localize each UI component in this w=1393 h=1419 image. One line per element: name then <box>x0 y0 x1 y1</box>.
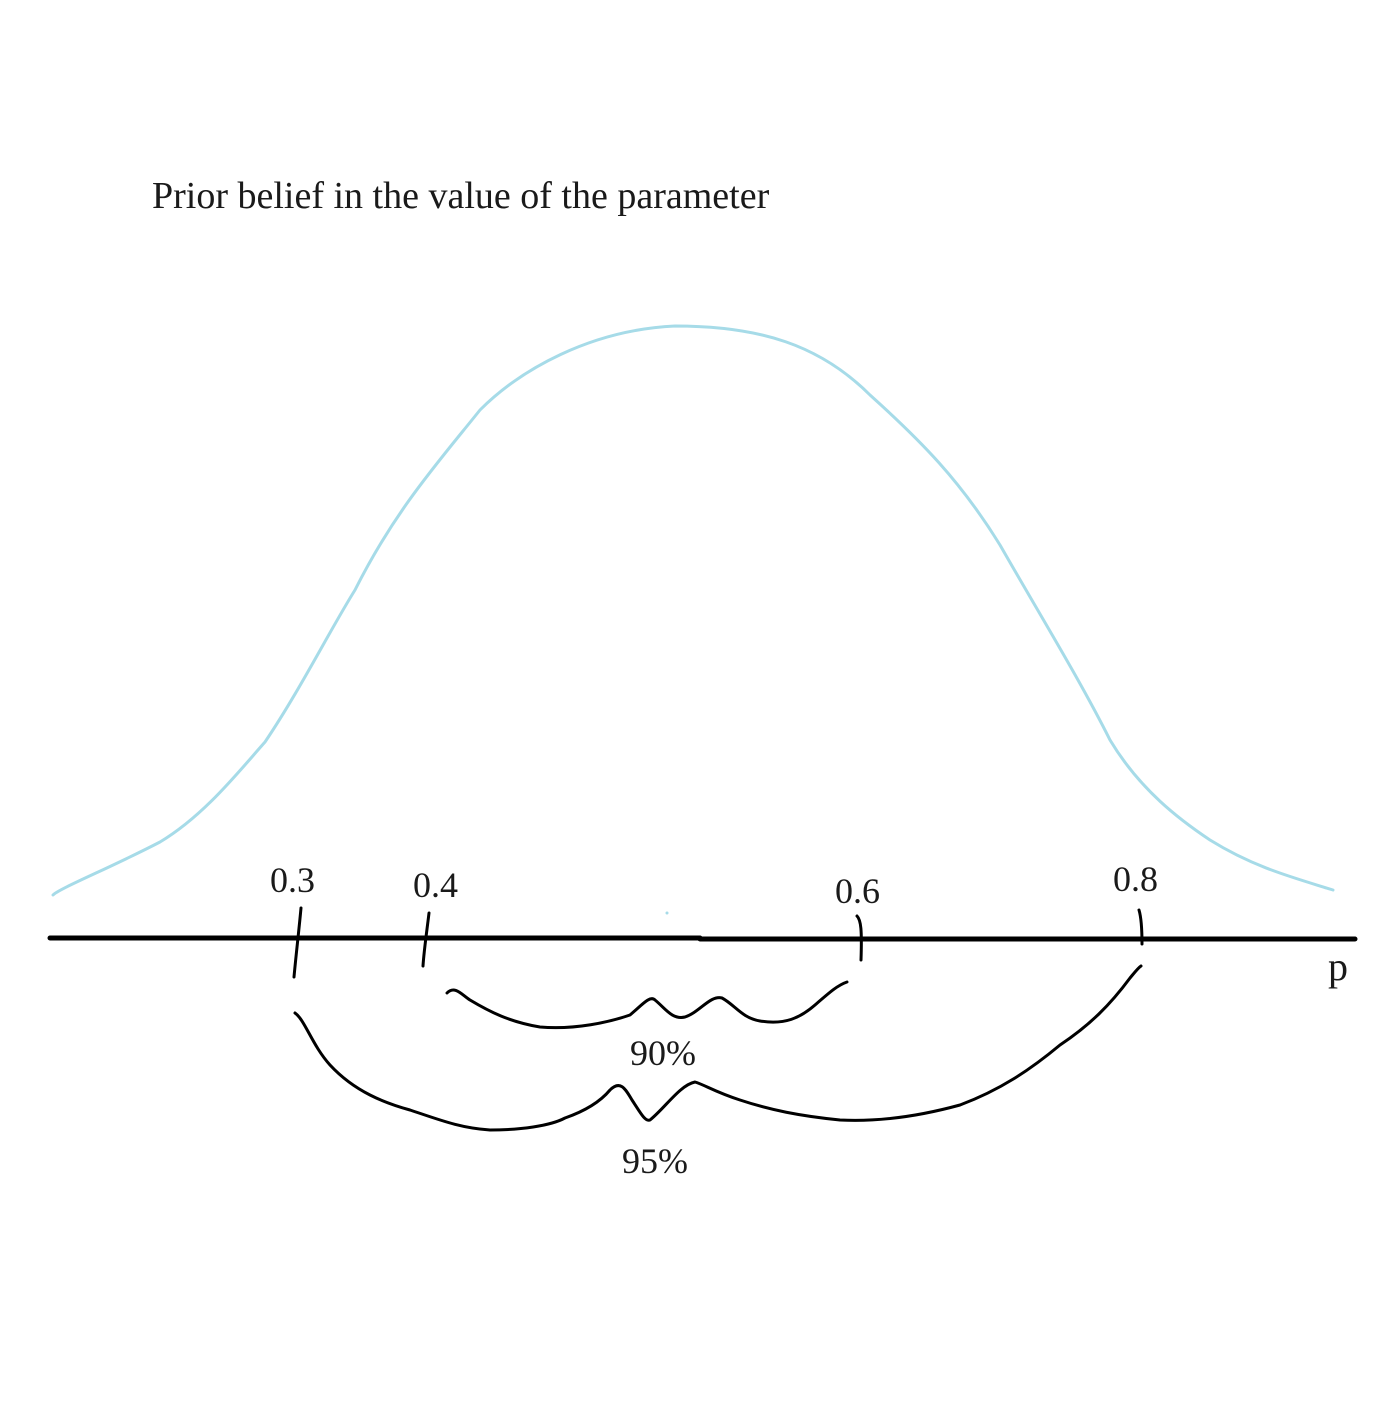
prior-density-curve <box>51 324 1335 897</box>
diagram-title: Prior belief in the value of the paramet… <box>152 175 770 217</box>
interval-brace-90 <box>445 980 849 1030</box>
tick-mark-0.3 <box>292 906 303 979</box>
stray-dot <box>665 911 669 915</box>
interval-label-90: 90% <box>630 1033 696 1073</box>
tick-label-0.4: 0.4 <box>413 865 458 905</box>
tick-mark-0.4 <box>421 911 431 968</box>
tick-mark-0.6 <box>855 914 863 962</box>
tick-label-0.8: 0.8 <box>1113 859 1158 899</box>
axis-variable-label: p <box>1328 944 1348 989</box>
tick-label-0.3: 0.3 <box>270 860 315 900</box>
interval-label-95: 95% <box>622 1141 688 1181</box>
tick-label-0.6: 0.6 <box>835 871 880 911</box>
interval-brace-95 <box>293 964 1143 1132</box>
tick-mark-0.8 <box>1137 908 1144 946</box>
